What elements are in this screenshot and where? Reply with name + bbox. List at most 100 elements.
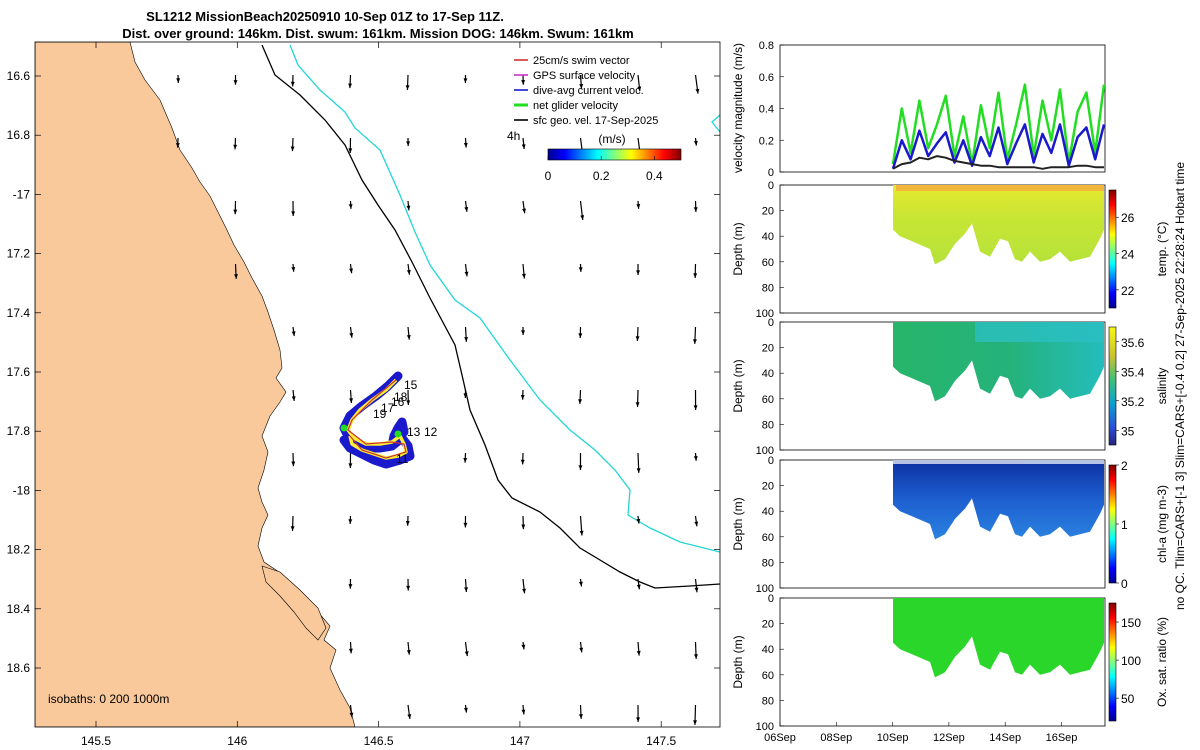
colorbar-tick-label: 50: [1121, 692, 1135, 706]
current-arrow: [406, 326, 411, 340]
colorbar-tick-label: 35.2: [1121, 395, 1145, 409]
colorbar-tick-label: 0.4: [646, 169, 663, 183]
arrow-head: [578, 465, 583, 470]
arrow-head: [578, 581, 583, 587]
arrow-head: [694, 587, 699, 593]
depth-tick-label: 100: [756, 721, 774, 733]
arrow-head: [693, 140, 698, 146]
depth-tick-label: 0: [768, 180, 774, 192]
arrow-head: [580, 215, 585, 220]
arrow-head: [406, 649, 411, 655]
current-arrow: [406, 263, 411, 275]
colorbar-label: temp. (°C): [1155, 222, 1169, 277]
profile-panel: 0 20 40 60 80 100 Depth (m) 22 24 26 temp. (°C): [731, 180, 1169, 320]
current-arrow: [348, 200, 353, 209]
arrow-head: [405, 85, 410, 90]
current-arrow: [290, 137, 295, 152]
current-arrow: [693, 137, 698, 146]
arrow-head: [291, 266, 296, 272]
current-arrow: [521, 263, 526, 279]
gps-surface-track: [347, 379, 407, 459]
salinity-fresher-layer: [975, 322, 1104, 342]
track-label: 19: [373, 407, 387, 421]
arrow-head: [579, 647, 584, 653]
current-arrow: [521, 74, 526, 85]
colorbar-tick-label: 0.2: [593, 169, 610, 183]
colorbar-label: salinity: [1155, 368, 1169, 405]
arrow-head: [693, 720, 698, 725]
colorbar-tick-label: 35.4: [1121, 365, 1145, 379]
arrow-head: [694, 521, 699, 527]
depth-tick-label: 80: [762, 557, 774, 569]
velocity-ylabel: velocity magnitude (m/s): [731, 43, 745, 173]
current-arrow: [520, 452, 525, 465]
colorbar-label: Ox. sat. ratio (%): [1155, 617, 1169, 707]
arrow-head: [463, 522, 468, 528]
track-label: 15: [404, 378, 418, 392]
arrow-head: [463, 78, 468, 83]
current-arrow: [636, 578, 641, 590]
track-end-marker: [394, 430, 402, 438]
track-label: 12: [424, 425, 438, 439]
velocity-ytick-label: 0.6: [759, 72, 774, 84]
current-arrow: [407, 704, 412, 720]
arrow-head: [636, 270, 640, 275]
current-arrow: [521, 137, 526, 150]
speed-colorbar-ticks: 0 0.2 0.4: [545, 156, 663, 183]
arrow-head: [693, 339, 697, 344]
arrow-shaft: [753, 75, 754, 82]
arrow-head: [694, 654, 698, 659]
current-arrow: [693, 704, 698, 725]
right-caption: no QC. Tlim=CARS+[-1 3] Slim=CARS+[-0.4 …: [1173, 162, 1187, 610]
arrow-head: [348, 648, 353, 654]
current-arrow: [635, 389, 640, 407]
current-arrow: [405, 74, 410, 90]
current-arrow: [464, 326, 469, 342]
current-arrow: [348, 515, 353, 524]
arrow-head: [348, 519, 353, 524]
arrow-head: [578, 333, 583, 338]
arrow-head: [636, 584, 641, 590]
depth-tick-label: 40: [762, 644, 774, 656]
velocity-ytick-label: 0.4: [759, 104, 774, 116]
track-label: 18: [394, 390, 408, 404]
arrow-head: [521, 330, 525, 335]
arrow-head: [693, 207, 698, 212]
arrow-head: [349, 712, 354, 718]
arrow-head: [348, 83, 353, 89]
current-arrow: [751, 327, 755, 347]
profile-ylabel: Depth (m): [731, 635, 745, 688]
depth-tick-label: 0: [768, 593, 774, 605]
current-arrow: [291, 263, 296, 272]
profile-panel: 0 20 40 60 80 100 Depth (m) 50 100 150 Ox. sat. ra…: [731, 593, 1169, 733]
current-arrow: [693, 326, 697, 344]
arrow-head: [636, 518, 641, 524]
current-arrow: [636, 200, 641, 209]
depth-tick-label: 60: [762, 670, 774, 682]
current-arrow: [520, 389, 525, 400]
arrow-head: [233, 80, 238, 85]
arrow-head: [464, 587, 469, 593]
track-start-marker: [340, 424, 348, 432]
colorbar-tick-label: 24: [1121, 248, 1135, 262]
velocity-series: [891, 83, 1106, 170]
arrow-head: [348, 584, 353, 589]
arrow-head: [637, 86, 642, 92]
colorbar-tick-label: 26: [1121, 211, 1135, 225]
arrow-head: [522, 588, 526, 594]
arrow-head: [463, 457, 468, 463]
current-arrow: [578, 389, 583, 404]
arrow-head: [463, 707, 468, 713]
depth-tick-label: 0: [768, 317, 774, 329]
colorbar-tick-label: 35.6: [1121, 336, 1145, 350]
arrow-head: [405, 521, 410, 526]
isobath-1000m-fragment: [711, 114, 720, 133]
current-arrow: [578, 452, 583, 471]
lat-tick-label: 17.4: [7, 306, 31, 320]
arrow-shaft: [753, 579, 754, 596]
current-arrow: [635, 326, 640, 341]
profile-data-curtain: [893, 460, 1104, 540]
arrow-head: [291, 331, 296, 337]
current-arrow: [522, 578, 526, 594]
